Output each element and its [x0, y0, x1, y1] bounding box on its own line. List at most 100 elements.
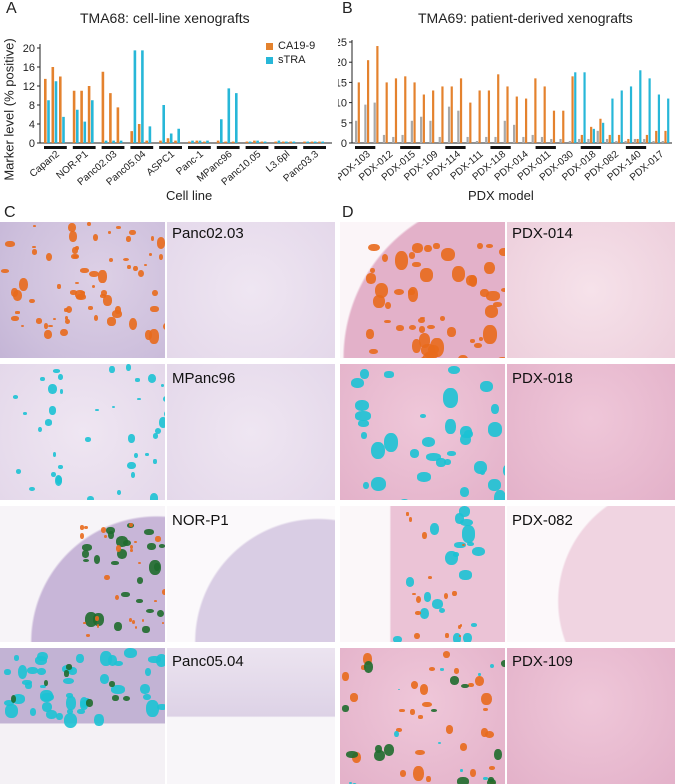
stain-spot — [138, 270, 145, 278]
stain-spot — [441, 248, 455, 261]
stain-spot — [355, 400, 369, 411]
chart-b-ytick-label: 25 — [338, 37, 347, 49]
stain-spot — [478, 673, 481, 677]
chart-a-bar — [318, 142, 321, 143]
chart-a-group-bar — [44, 146, 67, 149]
chart-b-bar — [634, 139, 636, 143]
panel-letter-d: D — [342, 204, 354, 222]
chart-b-bar — [646, 135, 648, 143]
chart-b-bar — [593, 129, 595, 143]
chart-b-bar — [618, 135, 620, 143]
stain-spot — [490, 664, 495, 669]
stain-spot — [126, 364, 131, 370]
stain-spot — [80, 268, 89, 273]
stain-spot — [163, 396, 165, 402]
stain-spot — [155, 536, 161, 542]
stain-spot — [159, 254, 163, 260]
stain-spot — [366, 329, 374, 339]
stain-spot — [419, 333, 431, 347]
stain-spot — [64, 670, 69, 676]
stain-spot — [472, 547, 485, 556]
stain-spot — [145, 668, 151, 676]
stain-spot — [416, 596, 421, 604]
chart-b-bar — [574, 72, 576, 143]
stain-spot — [415, 611, 421, 615]
chart-b-bar — [637, 139, 639, 143]
stain-spot — [135, 626, 137, 629]
stain-spot — [1, 269, 9, 273]
stain-spot — [488, 422, 503, 437]
chart-b-bar — [383, 135, 385, 143]
chart-a-bar — [102, 72, 105, 143]
stain-spot — [452, 591, 456, 596]
stain-spot — [32, 246, 35, 248]
stain-spot — [454, 668, 459, 674]
stain-spot — [83, 622, 85, 624]
chart-b-bar — [439, 137, 441, 143]
chart-b-bar — [448, 107, 450, 143]
stain-spot — [32, 249, 37, 254]
chart-a-bar — [174, 141, 177, 143]
stain-spot — [145, 453, 148, 456]
stain-spot — [127, 265, 131, 269]
stain-spot — [157, 610, 165, 618]
stain-spot — [385, 302, 391, 309]
chart-b-bar — [544, 86, 546, 143]
stain-spot — [49, 406, 56, 415]
stain-spot — [100, 294, 106, 297]
chart-b-bar — [392, 137, 394, 143]
chart-a-bar — [253, 141, 256, 143]
stain-spot — [355, 411, 371, 420]
stain-spot — [143, 694, 151, 700]
stain-spot — [484, 262, 495, 274]
stain-spot — [112, 406, 116, 408]
stain-spot — [412, 593, 416, 595]
stain-spot — [426, 453, 442, 461]
stain-spot — [418, 318, 425, 323]
stain-spot — [412, 243, 424, 253]
chart-b-bar — [599, 119, 601, 143]
stain-spot — [477, 243, 483, 249]
chart-b-bar — [569, 141, 571, 143]
chart-b-bar — [367, 60, 369, 143]
chart-a-bar — [55, 81, 58, 143]
stain-spot — [467, 542, 474, 546]
stain-spot — [80, 525, 85, 530]
stain-spot — [97, 624, 100, 627]
stain-spot — [21, 325, 24, 327]
chart-a-ytick-label: 20 — [23, 43, 35, 55]
stain-spot — [443, 651, 451, 658]
stain-spot — [458, 355, 468, 358]
stain-spot — [460, 769, 462, 772]
chart-a-ytick-label: 0 — [29, 138, 35, 150]
chart-a-bar — [188, 142, 191, 143]
stain-spot — [14, 655, 20, 660]
stain-spot — [157, 704, 165, 710]
stain-spot — [424, 592, 431, 601]
stain-spot — [471, 623, 477, 627]
stain-spot — [137, 577, 144, 584]
stain-spot — [27, 667, 38, 674]
stain-spot — [83, 559, 89, 562]
stain-spot — [150, 306, 158, 312]
chart-a-bar — [282, 142, 285, 143]
stain-spot — [137, 398, 140, 400]
stain-spot — [483, 777, 487, 780]
chart-a-bar — [177, 129, 180, 143]
stain-spot — [406, 512, 408, 515]
stain-spot — [16, 469, 22, 474]
stain-spot — [384, 371, 394, 377]
chart-a-bar — [80, 91, 83, 143]
chart-b-bar — [615, 141, 617, 143]
stain-spot — [132, 620, 136, 625]
chart-a-bar — [285, 142, 288, 143]
chart-b-bar — [581, 135, 583, 143]
chart-a-bar — [289, 142, 292, 143]
stain-spot — [23, 412, 27, 415]
stain-spot — [64, 308, 68, 312]
stain-spot — [69, 231, 76, 242]
tile-label-c-4: Panc05.04 — [172, 653, 244, 670]
stain-spot — [501, 660, 505, 667]
micrograph-c-panc0504-stain — [0, 648, 165, 784]
chart-a-bar — [232, 142, 235, 143]
